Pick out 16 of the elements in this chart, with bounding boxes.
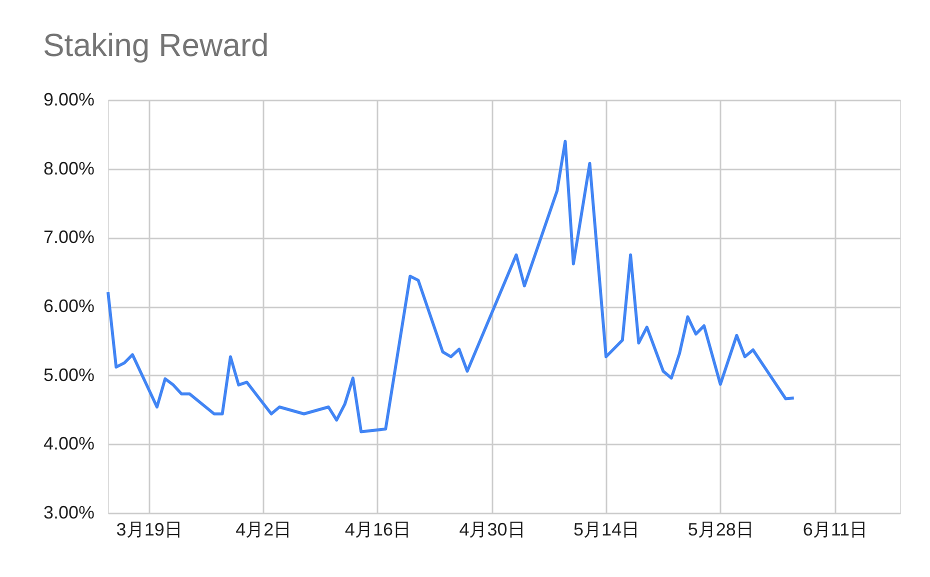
x-tick-label: 6月11日 bbox=[802, 520, 868, 540]
y-tick-label: 5.00% bbox=[43, 364, 94, 385]
y-tick-label: 8.00% bbox=[43, 158, 94, 178]
x-tick-label: 5月14日 bbox=[574, 520, 640, 540]
x-tick-label: 4月30日 bbox=[459, 520, 526, 540]
x-tick-label: 4月16日 bbox=[344, 520, 411, 540]
y-tick-label: 3.00% bbox=[43, 502, 94, 522]
line-series bbox=[106, 140, 796, 434]
x-tick-label: 4月2日 bbox=[236, 520, 292, 540]
y-tick-label: 4.00% bbox=[43, 434, 94, 454]
y-tick-label: 6.00% bbox=[43, 296, 94, 316]
chart-title: Staking Reward bbox=[42, 27, 269, 63]
x-tick-label: 3月19日 bbox=[116, 520, 182, 540]
y-tick-label: 9.00% bbox=[43, 90, 94, 110]
y-tick-label: 7.00% bbox=[43, 227, 94, 248]
x-tick-label: 5月28日 bbox=[688, 520, 754, 540]
